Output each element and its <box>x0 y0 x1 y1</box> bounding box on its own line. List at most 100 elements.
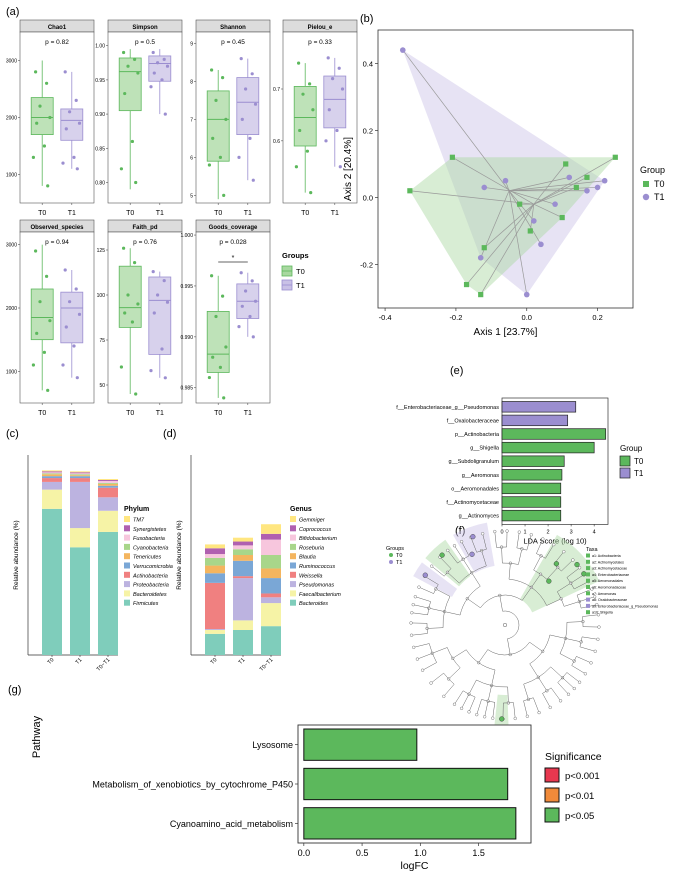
segment-bifidobacterium <box>205 554 225 558</box>
point-T0 <box>221 76 225 80</box>
point-T1 <box>151 270 155 274</box>
branch <box>566 567 580 578</box>
branch <box>431 565 445 577</box>
point-T1 <box>251 335 255 339</box>
legend-key-blautia <box>290 553 296 560</box>
segment-cyanobacteria <box>70 474 90 476</box>
point-T1 <box>244 87 248 91</box>
branch <box>494 531 497 548</box>
segment-tenericutes <box>42 474 62 477</box>
branch-arc <box>459 565 487 584</box>
facet-pvalue: p = 0.76 <box>133 239 157 246</box>
point-T0 <box>584 174 590 180</box>
point-T1 <box>68 110 72 114</box>
branch-arc <box>476 679 508 688</box>
point-T1 <box>163 112 167 116</box>
lda-bar-T0 <box>501 441 595 454</box>
legend-label-tm7: TM7 <box>133 518 145 524</box>
node <box>572 686 576 691</box>
point-T1 <box>75 376 79 380</box>
facet-title: Goods_coverage <box>209 225 258 231</box>
point-T1 <box>61 161 65 165</box>
spider-line-T0 <box>533 203 563 218</box>
branch-arc <box>529 634 551 665</box>
facet-pvalue: p = 0.45 <box>221 39 245 46</box>
legend-key <box>544 807 560 823</box>
legend-key-ruminococcus <box>290 562 296 569</box>
y-axis-label: Relative abundance (%) <box>13 520 20 589</box>
point-T0 <box>34 249 38 253</box>
legend-key-bacteroides <box>290 599 296 606</box>
y-tick-label: 0.2 <box>363 126 373 135</box>
point-T0 <box>35 121 39 125</box>
biomarker-node-T1 <box>470 534 476 540</box>
point-T0 <box>42 350 47 354</box>
point-T0 <box>46 184 50 188</box>
x-tick-label: T1 <box>68 410 76 417</box>
point-T1 <box>77 312 82 316</box>
point-T0 <box>214 98 218 102</box>
taxa-legend-key <box>586 585 590 589</box>
box-T0 <box>206 90 230 162</box>
branch <box>564 601 580 607</box>
point-T1 <box>77 121 82 125</box>
branch-arc <box>559 622 568 654</box>
x-tick-label: 0 <box>500 529 503 535</box>
node <box>467 710 471 714</box>
lda-bar-T0 <box>501 455 565 467</box>
taxa-legend-key <box>586 553 590 558</box>
segment-verrucomicrobia <box>42 476 62 479</box>
segment-tm7 <box>70 471 90 473</box>
branch <box>462 559 472 573</box>
point-T0 <box>224 345 228 349</box>
spider-line-T1 <box>509 187 598 192</box>
node <box>593 595 597 599</box>
legend-key <box>544 767 560 783</box>
point-T1 <box>63 268 67 272</box>
point-T0 <box>122 246 126 250</box>
segment-pseudomonas <box>205 629 225 630</box>
legend-key-actinobacteria <box>124 571 130 578</box>
spider-line-T0 <box>480 203 535 295</box>
branch <box>468 696 476 712</box>
x-tick-label: 0.5 <box>356 848 369 858</box>
biomarker-node-T0 <box>574 561 580 568</box>
point-T0 <box>136 71 140 75</box>
branch-arc <box>442 596 451 628</box>
legend-title: Genus <box>290 506 312 513</box>
clade-highlight-T1 <box>453 522 495 574</box>
point-T0 <box>218 365 222 369</box>
point-T0 <box>224 117 228 121</box>
legend-title: Significance <box>545 751 602 763</box>
taxa-legend-title: Taxa <box>586 547 599 553</box>
y-tick-label: 0.985 <box>180 386 193 392</box>
segment-proteobacteria <box>42 481 62 490</box>
branch <box>413 604 429 609</box>
node <box>577 566 582 570</box>
facet-pvalue: p = 0.028 <box>219 239 247 246</box>
taxon-label: g__Actinomyces <box>459 514 500 520</box>
point-T0 <box>133 261 137 265</box>
segment-roseburia <box>233 549 253 555</box>
spider-line-T0 <box>533 163 566 205</box>
branch <box>482 533 487 550</box>
taxa-legend-key <box>586 566 590 571</box>
legend-key-coprococcus <box>290 525 296 532</box>
legend-label-T0: T0 <box>634 457 644 466</box>
legend-title: Phylum <box>124 506 149 513</box>
y-tick-label: -0.2 <box>360 260 373 269</box>
branch <box>550 666 563 678</box>
branch <box>422 662 437 671</box>
point-T1 <box>477 254 484 261</box>
x-tick-label: T0 <box>47 657 56 666</box>
segment-tm7 <box>98 479 118 480</box>
panel-label-d: (d) <box>163 428 176 440</box>
x-tick-label: T0 <box>301 210 309 217</box>
legend-key-T1 <box>642 193 650 201</box>
node <box>411 603 415 607</box>
point-T0 <box>34 70 38 74</box>
legend-title: Group <box>620 444 643 453</box>
y-tick-label: 5 <box>190 193 193 199</box>
node <box>452 702 457 706</box>
legend-label-T1: T1 <box>396 560 402 566</box>
